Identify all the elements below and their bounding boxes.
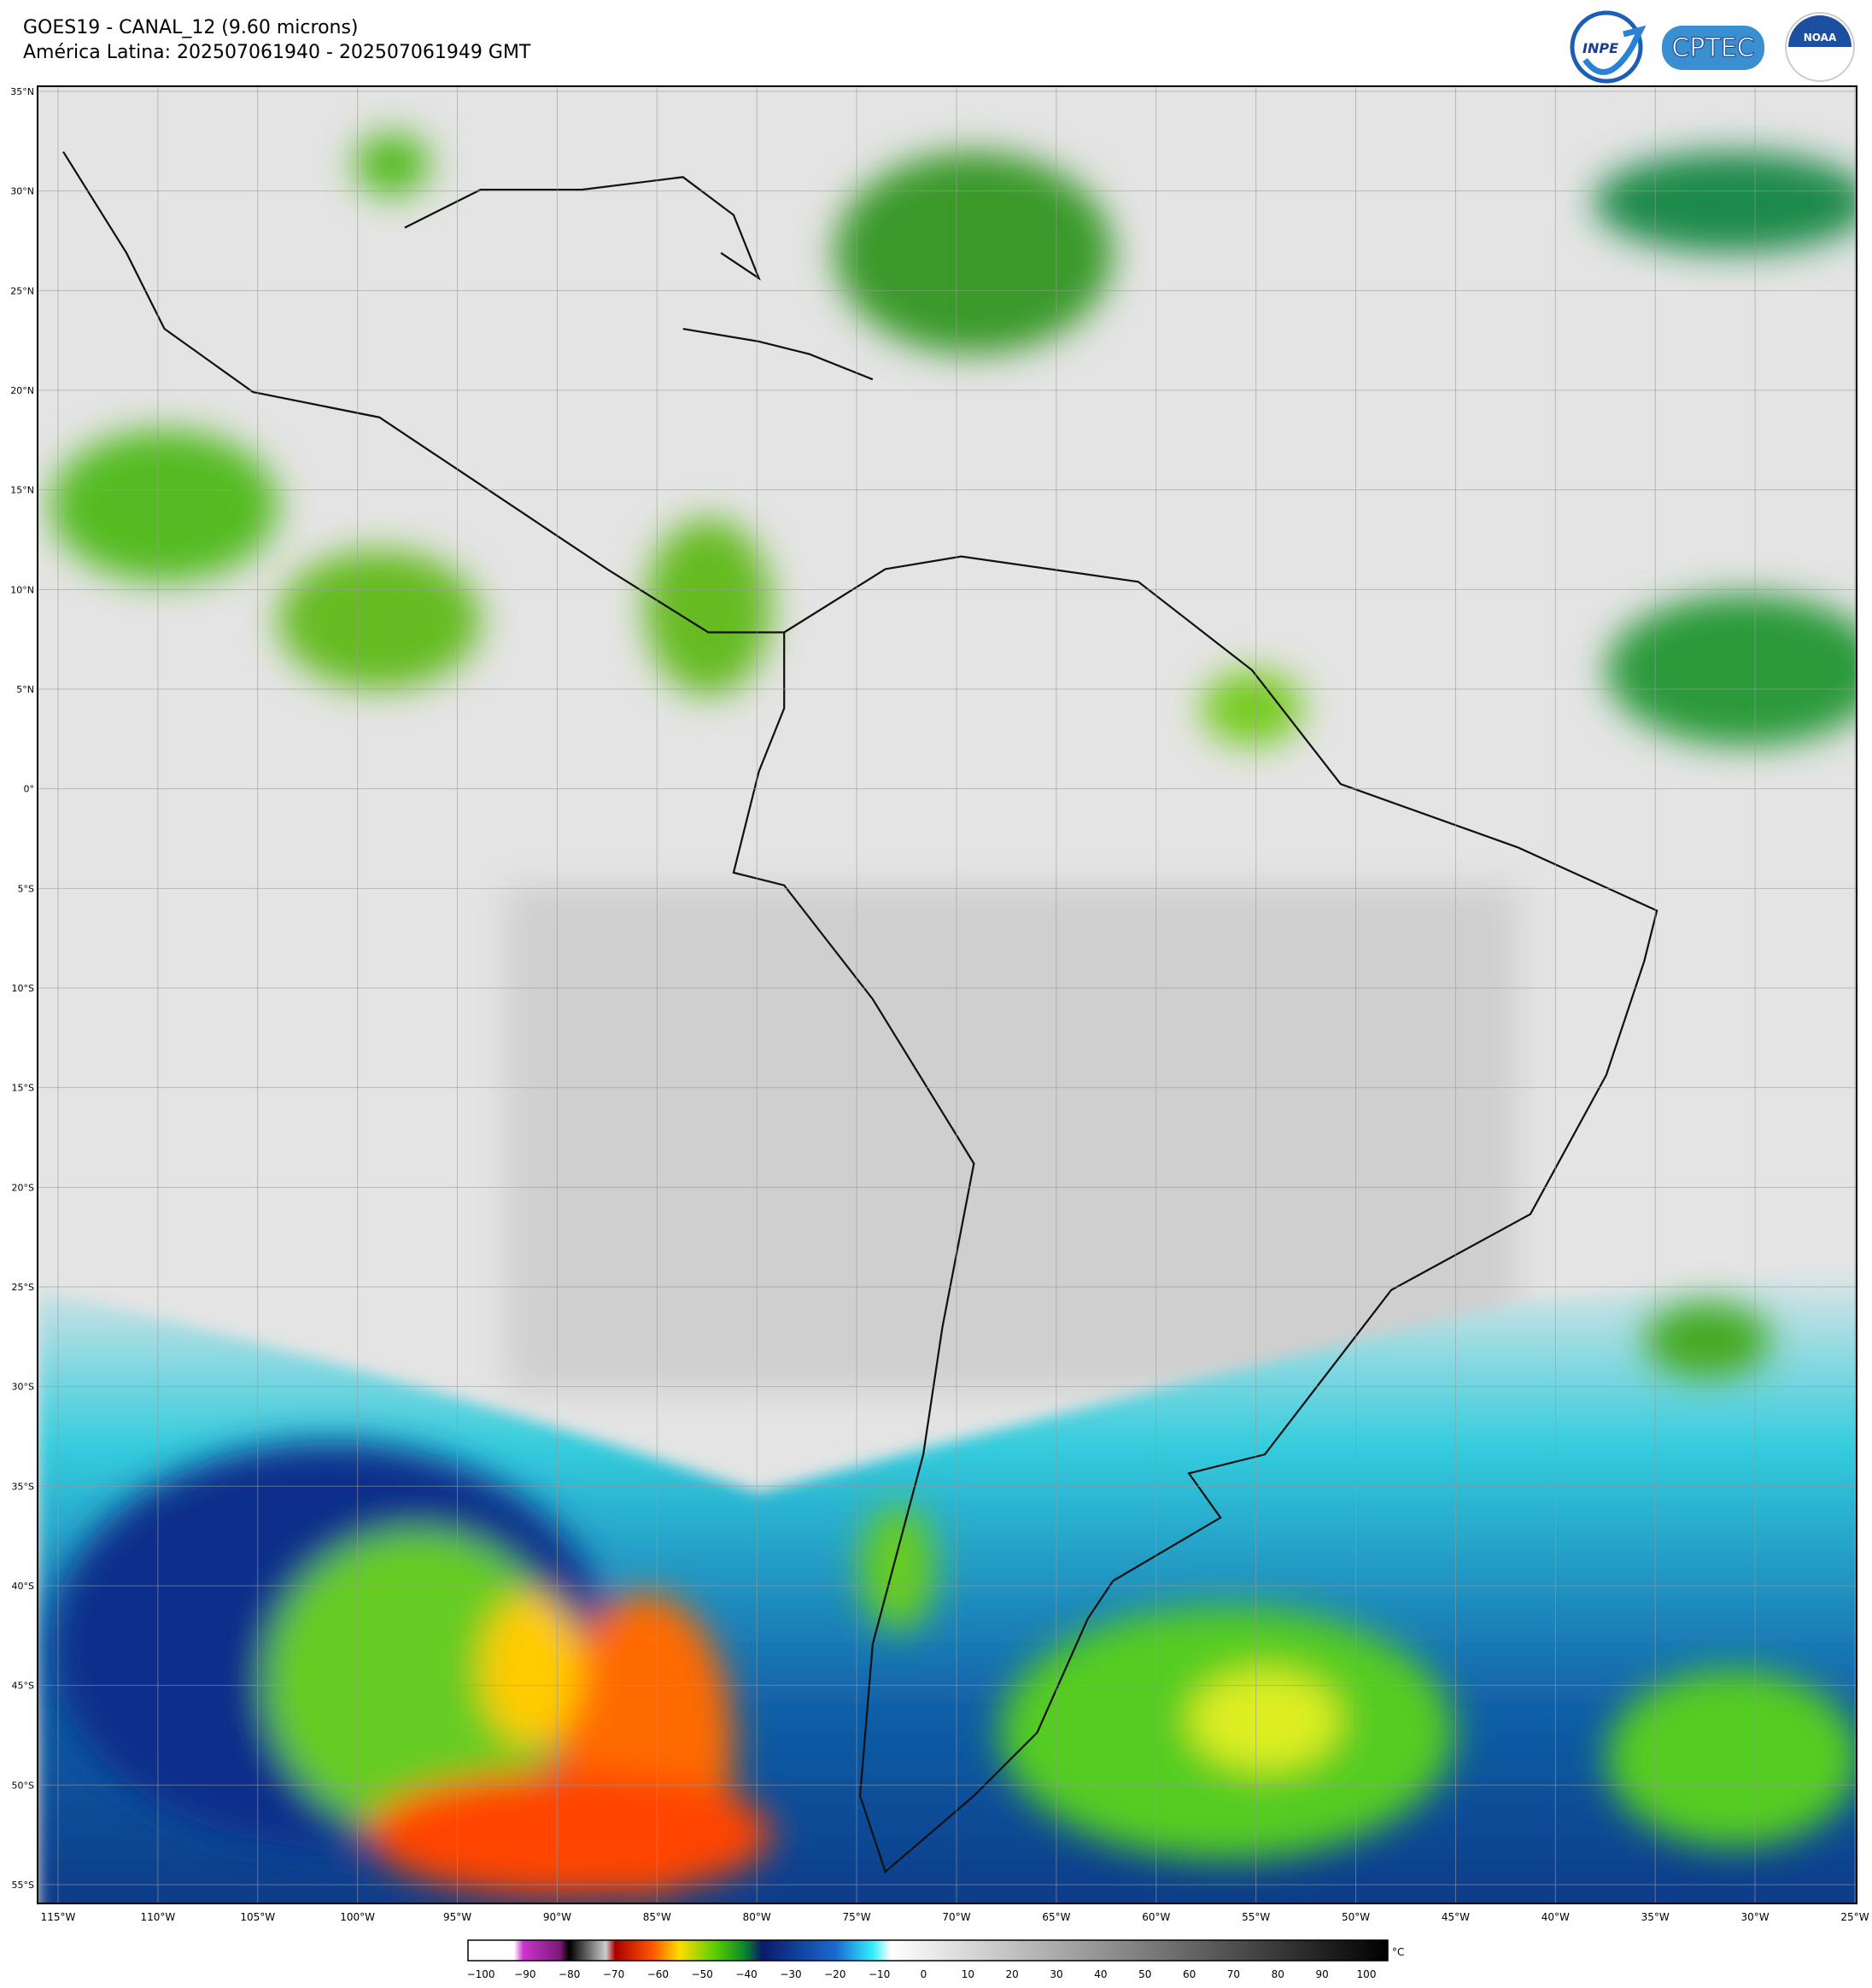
colorbar-label: 70 (1227, 1968, 1240, 1980)
lon-label: 45°W (1442, 1911, 1470, 1923)
graticule (38, 86, 1857, 1903)
lat-label: 5°N (16, 684, 34, 695)
colorbar-label: −80 (559, 1968, 580, 1980)
lon-label: 70°W (942, 1911, 970, 1923)
colorbar-unit: °C (1392, 1946, 1404, 1958)
colorbar-label: 60 (1183, 1968, 1196, 1980)
title: GOES19 - CANAL_12 (9.60 microns) (23, 17, 359, 38)
colorbar-label: 80 (1272, 1968, 1284, 1980)
lat-label: 35°S (12, 1481, 34, 1492)
lon-label: 85°W (643, 1911, 671, 1923)
colorbar-label: 10 (962, 1968, 974, 1980)
lat-label: 55°S (12, 1880, 34, 1891)
cptec-text: CPTEC (1671, 33, 1754, 63)
lon-label: 100°W (340, 1911, 375, 1923)
lat-label: 10°N (10, 584, 34, 595)
lat-label: 30°S (12, 1382, 34, 1393)
colorbar (467, 1939, 1389, 1962)
imagery (38, 86, 1857, 1903)
inpe-arrow (1582, 25, 1647, 75)
lat-label: 10°S (12, 983, 34, 994)
lon-label: 55°W (1242, 1911, 1270, 1923)
lat-label: 25°S (12, 1282, 34, 1293)
lon-label: 95°W (443, 1911, 471, 1923)
lon-label: 35°W (1641, 1911, 1670, 1923)
lon-label: 80°W (743, 1911, 771, 1923)
lat-label: 20°N (10, 385, 34, 396)
cloud-blobs (50, 132, 1857, 1897)
colorbar-label: −70 (603, 1968, 624, 1980)
noaa-sky (1788, 15, 1852, 47)
lon-label: 115°W (41, 1911, 76, 1923)
cptec-logo (1662, 26, 1764, 70)
inpe-text: INPE (1582, 40, 1618, 56)
lat-label: 25°N (10, 285, 34, 296)
axis-labels: 35°N 30°N 25°N 20°N 15°N 10°N 5°N 0° 5°S 10°S 15°S… (10, 86, 1869, 1923)
lat-label: 45°S (12, 1681, 34, 1692)
lat-label: 0° (24, 784, 35, 795)
noaa-text: NOAA (1804, 32, 1837, 44)
colorbar-label: 0 (921, 1968, 927, 1980)
map-frame (37, 85, 1857, 1904)
logos: INPE CPTEC NOAA (1570, 10, 1855, 84)
colorbar-label: −60 (647, 1968, 669, 1980)
lat-label: 5°S (18, 883, 34, 894)
lon-label: 40°W (1541, 1911, 1570, 1923)
lon-label: 105°W (240, 1911, 275, 1923)
colorbar-label: −30 (780, 1968, 801, 1980)
colorbar-label: −40 (735, 1968, 757, 1980)
colorbar-label: 40 (1094, 1968, 1107, 1980)
colorbar-label: 30 (1050, 1968, 1062, 1980)
lon-label: 60°W (1142, 1911, 1170, 1923)
lon-label: 90°W (543, 1911, 571, 1923)
lon-label: 110°W (140, 1911, 175, 1923)
land-haze (506, 885, 1518, 1392)
lat-label: 35°N (10, 86, 34, 97)
colorbar-label: −50 (692, 1968, 713, 1980)
lon-label: 30°W (1741, 1911, 1770, 1923)
subtitle: América Latina: 202507061940 - 202507061… (23, 42, 531, 63)
colorbar-label: −100 (467, 1968, 495, 1980)
lon-label: 25°W (1840, 1911, 1869, 1923)
colorbar-label: 20 (1006, 1968, 1019, 1980)
lon-label: 65°W (1042, 1911, 1070, 1923)
lat-label: 15°N (10, 485, 34, 496)
lon-label: 75°W (843, 1911, 871, 1923)
lat-label: 15°S (12, 1083, 34, 1094)
colorbar-label: −10 (869, 1968, 890, 1980)
lat-label: 50°S (12, 1780, 34, 1791)
lat-label: 20°S (12, 1182, 34, 1193)
colorbar-label: 90 (1316, 1968, 1329, 1980)
colorbar-label: −20 (824, 1968, 845, 1980)
colorbar-labels: −100 −90 −80 −70 −60 −50 −40 −30 −20 −10 0 10 20 30 40… (467, 1968, 1377, 1980)
lat-label: 40°S (12, 1581, 34, 1592)
colorbar-label: −90 (514, 1968, 535, 1980)
lat-label: 30°N (10, 186, 34, 197)
colorbar-label: 50 (1138, 1968, 1151, 1980)
colorbar-label: 100 (1357, 1968, 1377, 1980)
lon-label: 50°W (1342, 1911, 1370, 1923)
